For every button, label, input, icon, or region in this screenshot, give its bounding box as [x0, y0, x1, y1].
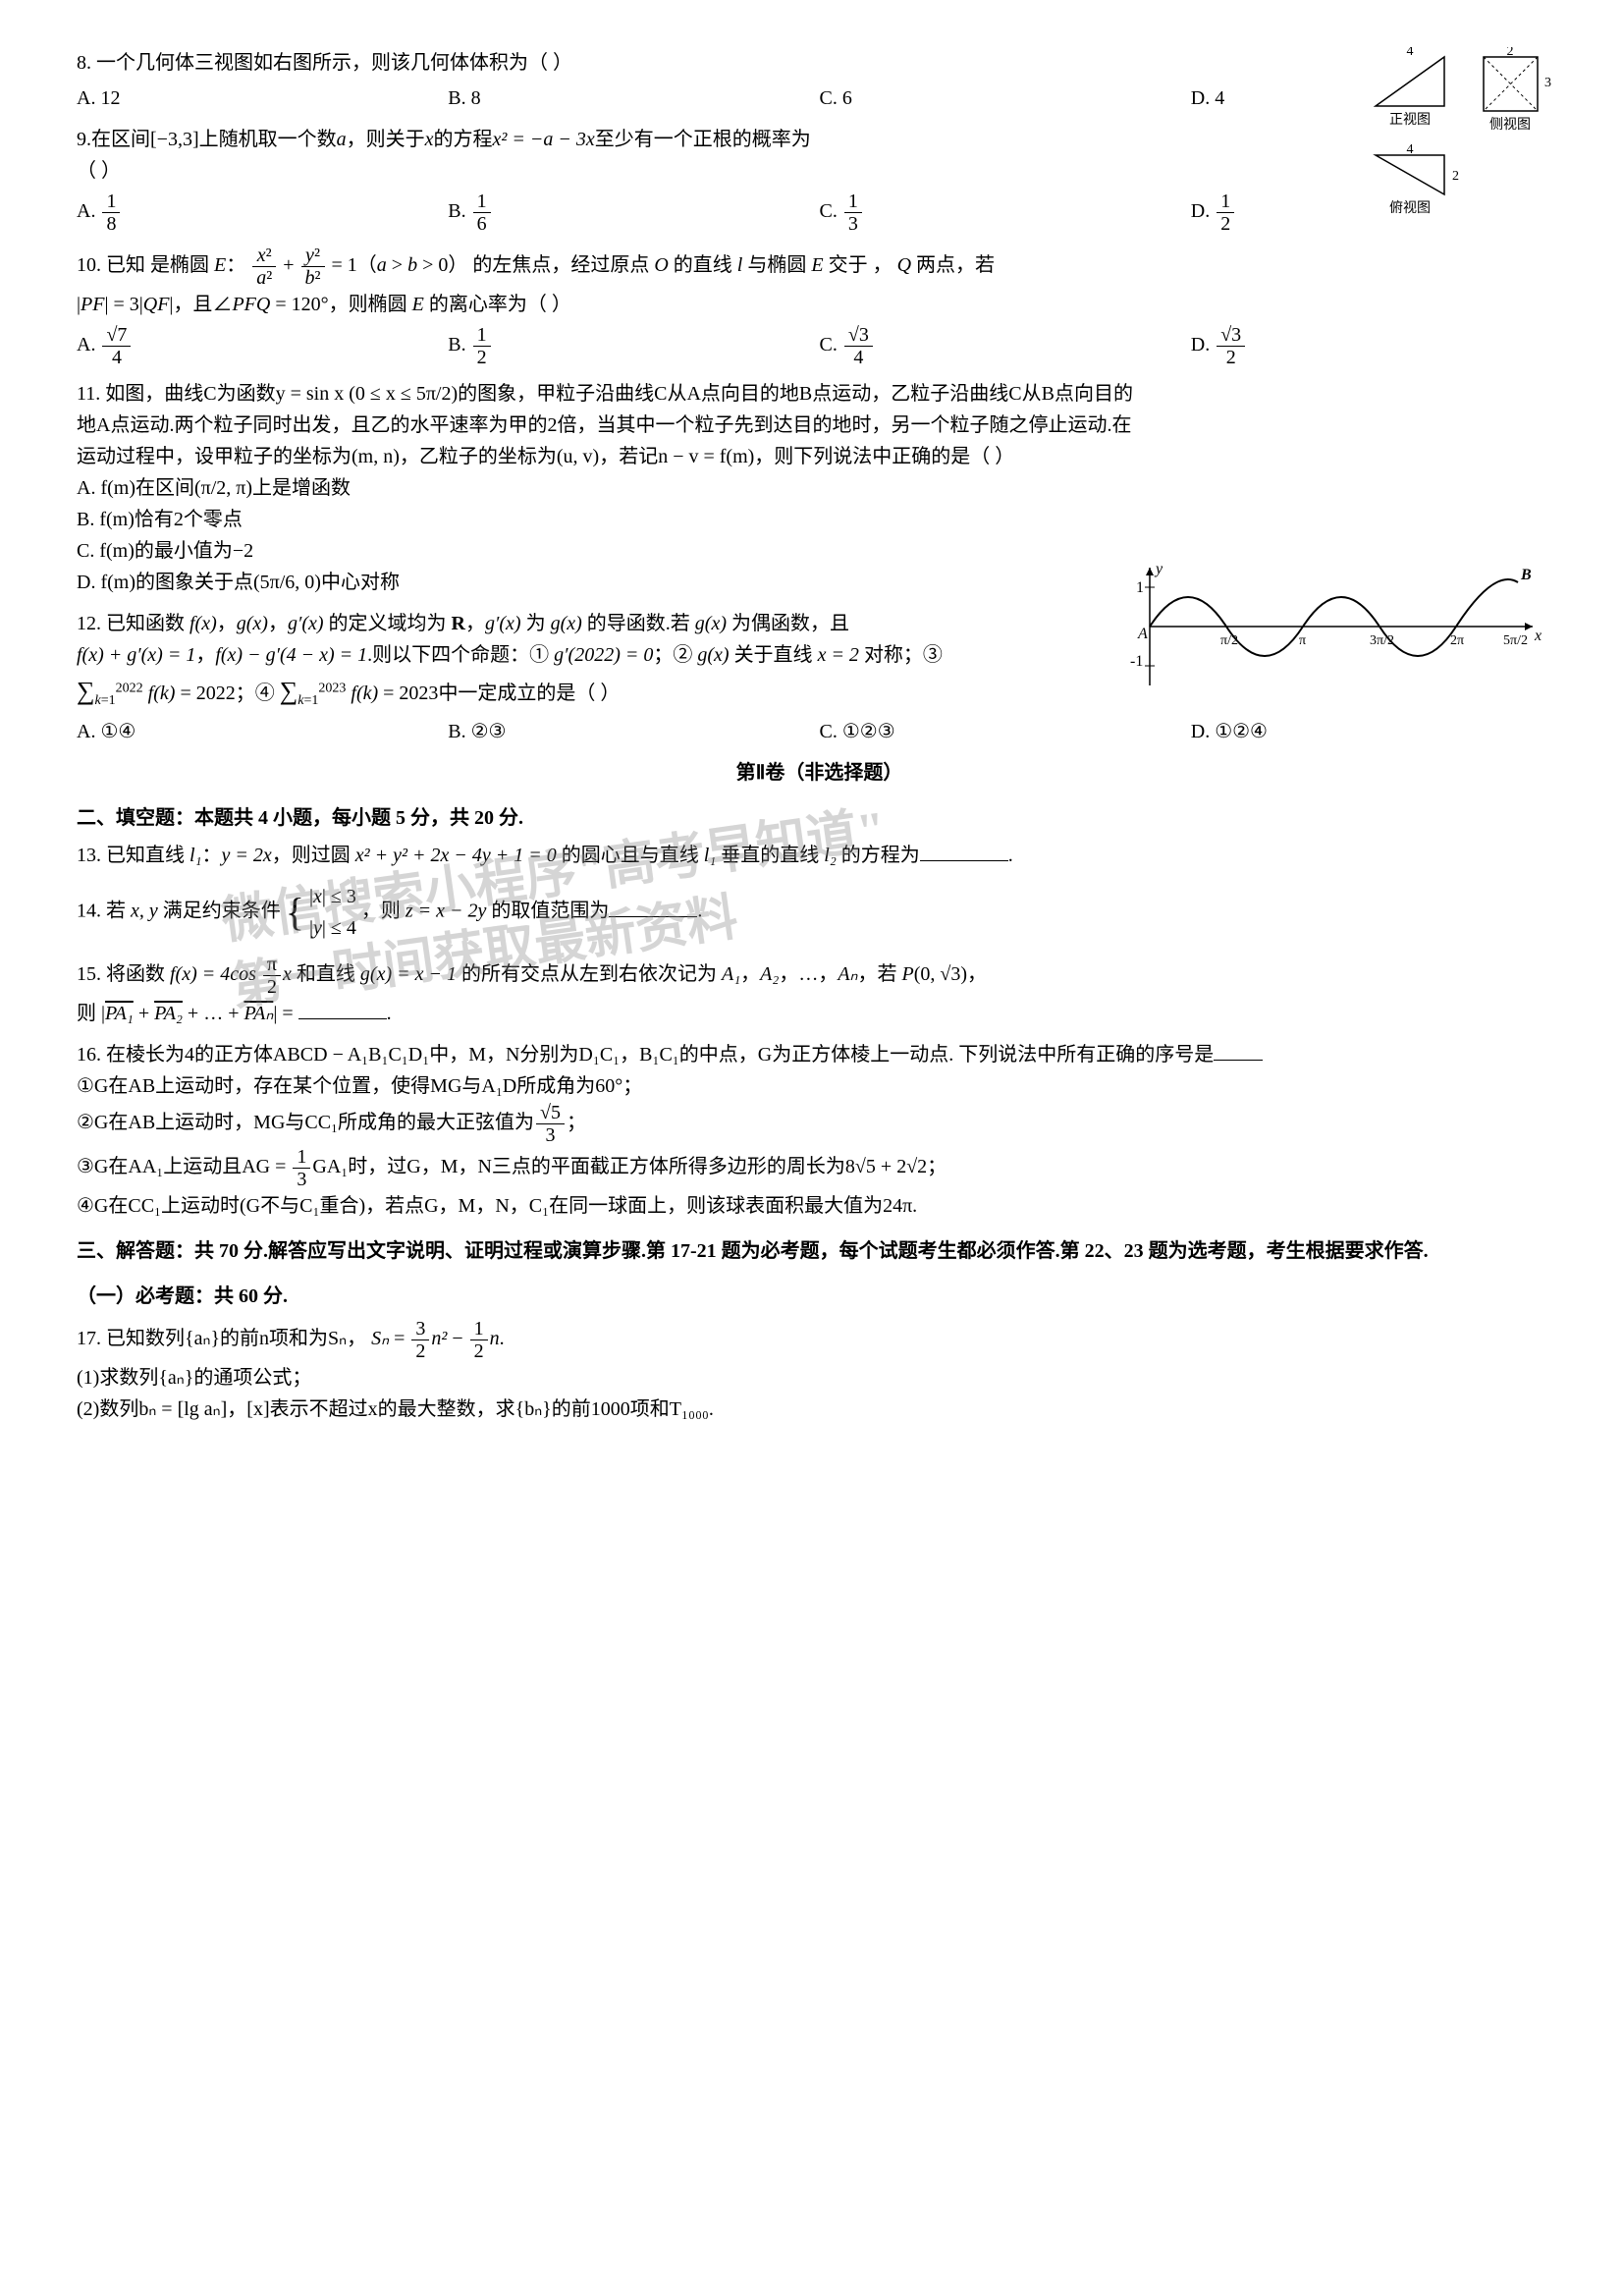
q11-opt-a: A. f(m)在区间(π/2, π)上是增函数: [77, 472, 1140, 504]
q12-opt-c: C. ①②③: [820, 716, 1191, 747]
q8: 8. 一个几何体三视图如右图所示，则该几何体体积为（ ） A. 12 B. 8 …: [77, 47, 1562, 114]
q9: 9.在区间[−3,3]上随机取一个数a，则关于x的方程x² = −a − 3x至…: [77, 124, 1562, 235]
q10-opt-d: D. √32: [1191, 324, 1562, 368]
svg-text:2: 2: [1507, 47, 1514, 59]
q11-stem: 11. 如图，曲线C为函数y = sin x (0 ≤ x ≤ 5π/2)的图象…: [77, 378, 1140, 472]
svg-text:1: 1: [1136, 579, 1144, 596]
q11-opt-c: C. f(m)的最小值为−2: [77, 535, 1140, 567]
svg-text:正视图: 正视图: [1389, 112, 1431, 128]
q9-opt-c: C. 13: [820, 191, 1191, 235]
svg-text:5π/2: 5π/2: [1503, 633, 1528, 648]
q17: 17. 已知数列{aₙ}的前n项和为Sₙ， Sₙ = 32n² − 12n. (…: [77, 1318, 1562, 1425]
q15: 15. 将函数 f(x) = 4cos π2x 和直线 g(x) = x − 1…: [77, 954, 1562, 1029]
svg-text:π/2: π/2: [1220, 633, 1238, 648]
section3-head: 三、解答题：共 70 分.解答应写出文字说明、证明过程或演算步骤.第 17-21…: [77, 1235, 1562, 1267]
svg-text:4: 4: [1407, 47, 1414, 59]
svg-text:x: x: [1534, 628, 1542, 644]
q13: 13. 已知直线 l₁：y = 2x，则过圆 x² + y² + 2x − 4y…: [77, 840, 1562, 871]
q9-opt-b: B. 16: [448, 191, 819, 235]
q8-stem: 8. 一个几何体三视图如右图所示，则该几何体体积为（ ）: [77, 47, 1562, 79]
svg-text:4: 4: [1407, 142, 1414, 157]
q9-stem: 9.在区间[−3,3]上随机取一个数a，则关于x的方程x² = −a − 3x至…: [77, 124, 1562, 155]
svg-text:3: 3: [1544, 76, 1551, 90]
svg-text:A: A: [1137, 626, 1148, 642]
q9-paren: （ ）: [77, 155, 1562, 187]
svg-text:2: 2: [1452, 169, 1459, 184]
svg-text:B: B: [1520, 567, 1532, 583]
q12-opt-a: A. ①④: [77, 716, 448, 747]
three-views-figure: 4 正视图 2 3 侧视图 4 2 俯视图: [1366, 47, 1562, 244]
q10-opt-c: C. √34: [820, 324, 1191, 368]
svg-text:y: y: [1154, 561, 1163, 577]
svg-text:2π: 2π: [1450, 633, 1464, 648]
q16: 16. 在棱长为4的正方体ABCD − A₁B₁C₁D₁中，M，N分别为D₁C₁…: [77, 1039, 1562, 1222]
svg-text:俯视图: 俯视图: [1389, 200, 1431, 216]
svg-text:侧视图: 侧视图: [1489, 117, 1531, 133]
q11-opt-d: D. f(m)的图象关于点(5π/6, 0)中心对称: [77, 567, 1140, 598]
q12-opt-d: D. ①②④: [1191, 716, 1562, 747]
section3-sub: （一）必考题：共 60 分.: [77, 1281, 1562, 1312]
q10: 10. 已知 是椭圆 E： x²a² + y²b² = 1（a > b > 0）…: [77, 245, 1562, 368]
views-svg: 4 正视图 2 3 侧视图 4 2 俯视图: [1366, 47, 1562, 244]
svg-text:-1: -1: [1130, 653, 1143, 670]
q14: 14. 若 x, y 满足约束条件 { |x| ≤ 3|y| ≤ 4 ，则 z …: [77, 881, 1562, 944]
q11-opt-b: B. f(m)恰有2个零点: [77, 504, 1140, 535]
section2-head: 二、填空题：本题共 4 小题，每小题 5 分，共 20 分.: [77, 802, 1562, 834]
q10-opt-b: B. 12: [448, 324, 819, 368]
q8-opt-b: B. 8: [448, 82, 819, 114]
q10-stem: 10. 已知 是椭圆 E： x²a² + y²b² = 1（a > b > 0）…: [77, 245, 1562, 289]
sine-figure: 1 -1 π/2 π 3π/2 2π 5π/2 A B y x: [1130, 558, 1542, 695]
svg-text:π: π: [1299, 633, 1306, 648]
section2-title: 第Ⅱ卷（非选择题）: [77, 757, 1562, 789]
q12-opt-b: B. ②③: [448, 716, 819, 747]
svg-text:3π/2: 3π/2: [1370, 633, 1394, 648]
q8-opt-c: C. 6: [820, 82, 1191, 114]
q9-opt-a: A. 18: [77, 191, 448, 235]
q8-opt-a: A. 12: [77, 82, 448, 114]
q10-opt-a: A. √74: [77, 324, 448, 368]
